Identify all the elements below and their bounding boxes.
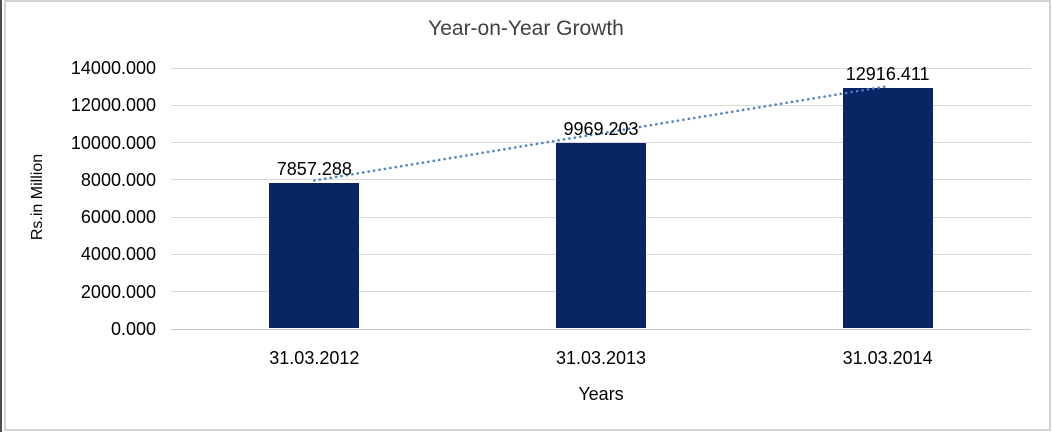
x-axis-title: Years <box>578 384 624 404</box>
x-tick-label: 31.03.2013 <box>555 348 647 368</box>
x-axis-baseline <box>171 328 1031 330</box>
chart-title: Year-on-Year Growth <box>428 17 624 40</box>
y-tick-label: 6000.000 <box>80 207 156 228</box>
bar-value-label: 7857.288 <box>276 158 352 179</box>
bar <box>842 88 933 328</box>
bar-value-label: 9969.203 <box>563 119 639 140</box>
y-tick-label: 0.000 <box>110 319 156 339</box>
y-tick-label: 14000.000 <box>70 58 156 78</box>
gridline <box>171 67 1031 69</box>
x-tick-label: 31.03.2012 <box>269 348 360 368</box>
bar-value-label: 12916.411 <box>845 64 930 85</box>
y-axis-title: Rs.in Million <box>29 153 46 241</box>
y-tick-label: 4000.000 <box>80 244 156 265</box>
y-tick-label: 8000.000 <box>80 169 156 190</box>
bar <box>556 143 646 328</box>
y-tick-label: 12000.000 <box>70 95 156 116</box>
bar <box>269 182 360 328</box>
y-tick-label: 10000.000 <box>70 132 156 153</box>
left-edge-line <box>0 0 2 432</box>
y-tick-label: 2000.000 <box>80 281 156 302</box>
x-tick-label: 31.03.2014 <box>842 348 933 368</box>
